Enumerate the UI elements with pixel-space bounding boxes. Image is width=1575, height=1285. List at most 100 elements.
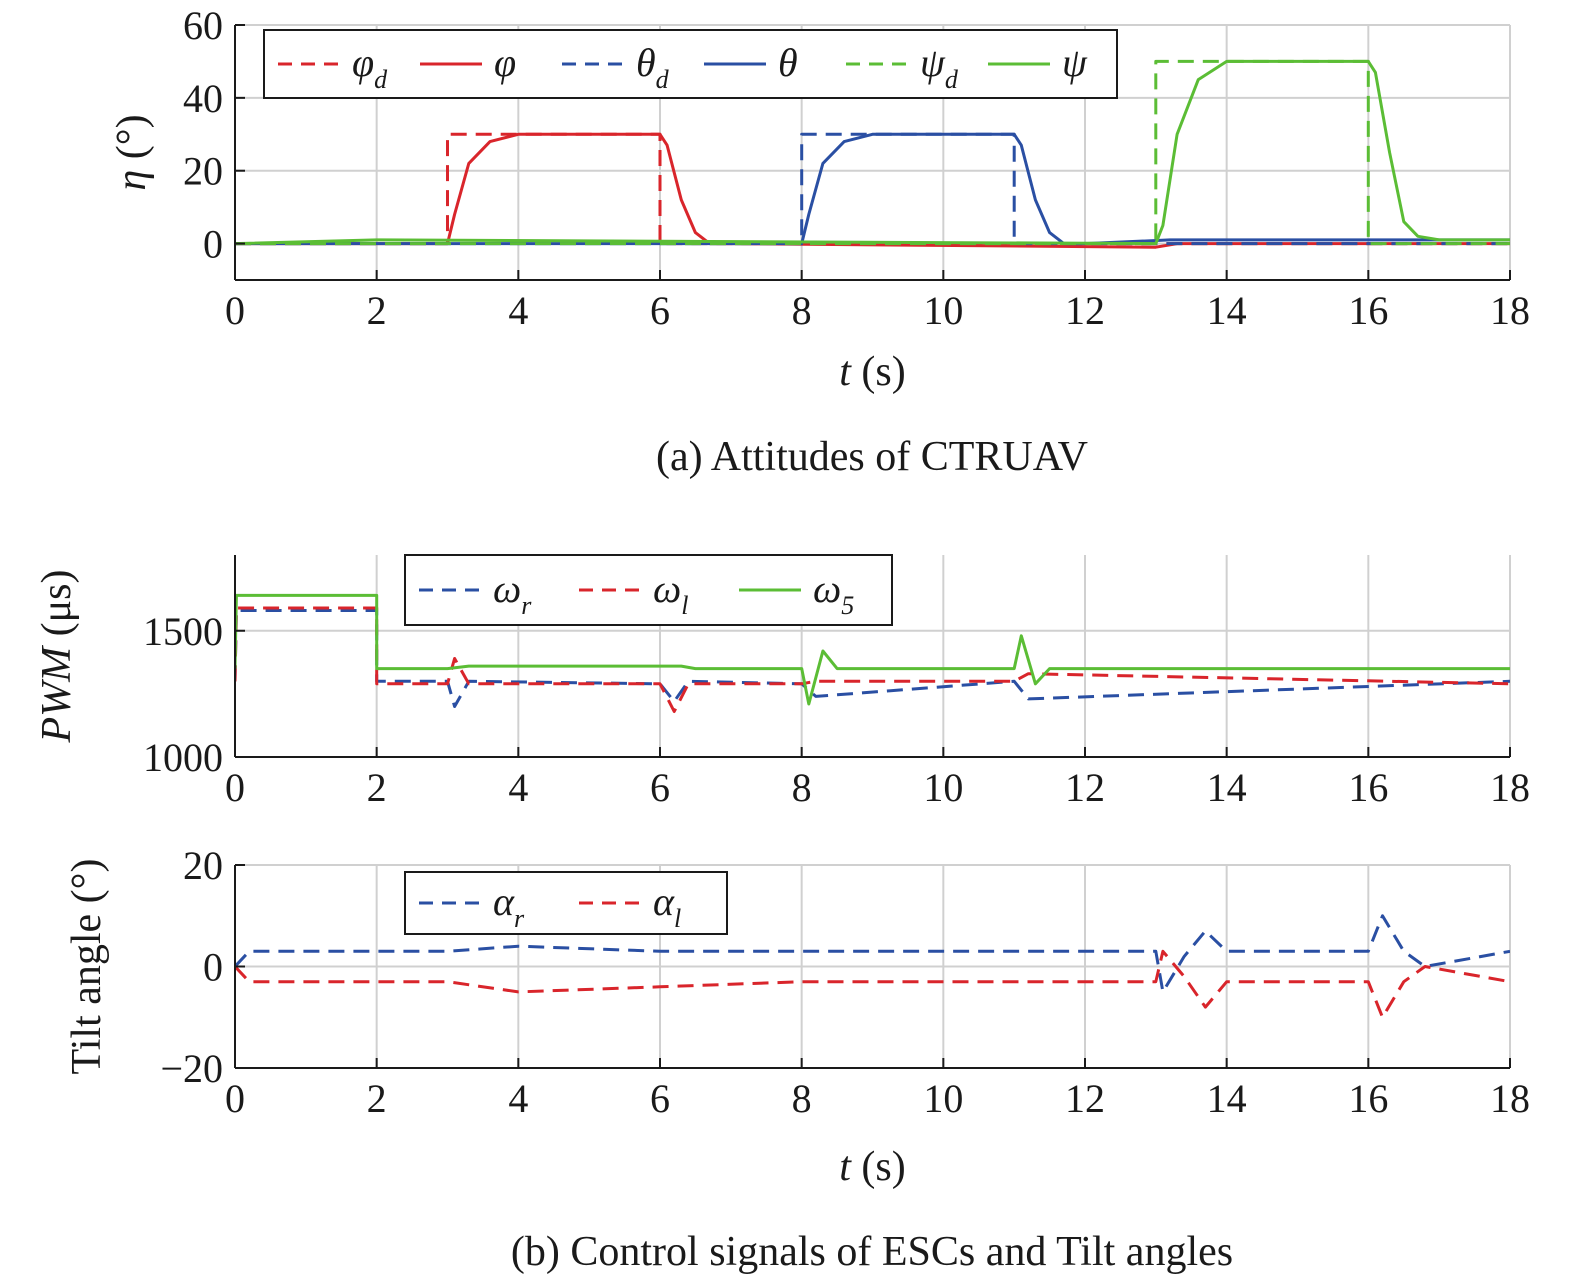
- attitudes-x-tick-label: 10: [923, 288, 963, 333]
- pwm-x-tick-label: 8: [792, 765, 812, 810]
- pwm-legend-label-1: ωl: [653, 566, 688, 620]
- tilt-y-tick-label: 20: [183, 843, 223, 888]
- tilt-x-tick-label: 6: [650, 1076, 670, 1121]
- tilt-y-axis-label-unit: Tilt angle (°): [64, 859, 110, 1075]
- tilt-x-tick-label: 4: [508, 1076, 528, 1121]
- tilt-x-axis-label-unit: (s): [851, 1144, 906, 1190]
- pwm-y-axis-label: PWM (μs): [34, 570, 80, 744]
- attitudes-y-tick-label: 60: [183, 3, 223, 48]
- attitudes-series-1-line: [235, 132, 1510, 249]
- pwm-y-tick-label: 1000: [143, 735, 223, 780]
- tilt-x-axis-label: t (s): [839, 1144, 906, 1190]
- pwm-x-tick-label: 6: [650, 765, 670, 810]
- attitudes-x-tick-label: 12: [1065, 288, 1105, 333]
- pwm-legend-label-0-base: ω: [493, 566, 521, 611]
- attitudes-legend-label-0-base: φ: [352, 40, 374, 85]
- attitudes-legend-label-0: φd: [352, 40, 388, 94]
- tilt-legend-label-1-base: α: [653, 879, 675, 924]
- pwm-x-tick-label: 10: [923, 765, 963, 810]
- attitudes-legend-label-5-base: ψ: [1062, 40, 1088, 85]
- tilt-y-tick-label: 0: [203, 945, 223, 990]
- attitudes-legend-label-3: θ: [778, 40, 798, 85]
- tilt-x-axis-label-var: t: [839, 1144, 852, 1190]
- tilt-legend-box: [404, 871, 728, 935]
- pwm-y-axis-label-unit: (μs): [34, 570, 80, 647]
- tilt-x-tick-label: 18: [1490, 1076, 1530, 1121]
- attitudes-y-axis-label: η (°): [109, 114, 155, 190]
- pwm-legend-label-2: ω5: [813, 566, 854, 620]
- attitudes-legend-label-5: ψ: [1062, 40, 1088, 85]
- tilt-series-1-line: [235, 949, 1510, 1019]
- attitudes-series-2-line: [235, 132, 1510, 246]
- attitudes-x-tick-label: 0: [225, 288, 245, 333]
- attitudes-legend-label-1-base: φ: [494, 40, 516, 85]
- tilt-legend-label-1: αl: [653, 879, 681, 933]
- pwm-series-2-line: [235, 593, 1510, 706]
- pwm-legend-label-2-base: ω: [813, 566, 841, 611]
- attitudes-x-tick-label: 2: [367, 288, 387, 333]
- tilt-x-tick-label: 12: [1065, 1076, 1105, 1121]
- attitudes-y-axis-label-unit: (°): [109, 114, 155, 169]
- pwm-series-group: [235, 593, 1510, 713]
- attitudes-y-tick-label: 0: [203, 222, 223, 267]
- attitudes-legend-label-2-base: θ: [636, 40, 656, 85]
- attitudes-x-tick-label: 6: [650, 288, 670, 333]
- attitudes-series-group: [235, 59, 1510, 249]
- attitudes-series-0-line: [235, 132, 1510, 246]
- attitudes-x-tick-label: 16: [1348, 288, 1388, 333]
- tilt-legend-label-0: αr: [493, 879, 525, 933]
- attitudes-legend-label-4: ψd: [920, 40, 959, 94]
- attitudes-series-5-line: [235, 59, 1510, 246]
- attitudes-x-axis-label-var: t: [839, 349, 852, 395]
- pwm-x-tick-label: 4: [508, 765, 528, 810]
- attitudes-legend-label-3-base: θ: [778, 40, 798, 85]
- attitudes-legend-box: [263, 29, 1118, 99]
- pwm-legend-label-1-base: ω: [653, 566, 681, 611]
- pwm-x-tick-label: 12: [1065, 765, 1105, 810]
- pwm-x-tick-label: 2: [367, 765, 387, 810]
- attitudes-y-axis-label-var: η: [109, 170, 155, 191]
- attitudes-x-axis-label-unit: (s): [851, 349, 906, 395]
- attitudes-legend-label-4-base: ψ: [920, 40, 946, 85]
- attitudes-legend-label-2-sub: d: [656, 65, 670, 94]
- attitudes-y-tick-label: 40: [183, 76, 223, 121]
- tilt-x-tick-label: 2: [367, 1076, 387, 1121]
- pwm-legend-label-0-sub: r: [521, 591, 532, 620]
- tilt-x-tick-label: 0: [225, 1076, 245, 1121]
- attitudes-legend-label-0-sub: d: [374, 65, 388, 94]
- tilt-y-axis-label: Tilt angle (°): [64, 859, 110, 1075]
- pwm-legend-label-2-sub: 5: [841, 591, 854, 620]
- attitudes-legend-label-4-sub: d: [945, 65, 959, 94]
- attitudes-x-tick-label: 18: [1490, 288, 1530, 333]
- pwm-x-tick-label: 0: [225, 765, 245, 810]
- pwm-x-tick-label: 18: [1490, 765, 1530, 810]
- pwm-legend-label-1-sub: l: [681, 591, 688, 620]
- attitudes-x-tick-label: 14: [1207, 288, 1247, 333]
- tilt-x-tick-label: 8: [792, 1076, 812, 1121]
- attitudes-legend-label-2: θd: [636, 40, 670, 94]
- attitudes-y-tick-label: 20: [183, 149, 223, 194]
- tilt-legend-label-1-sub: l: [674, 904, 681, 933]
- attitudes-x-tick-label: 8: [792, 288, 812, 333]
- pwm-x-tick-label: 14: [1207, 765, 1247, 810]
- tilt-legend-label-0-base: α: [493, 879, 515, 924]
- caption-b: (b) Control signals of ESCs and Tilt ang…: [511, 1229, 1233, 1275]
- pwm-y-tick-label: 1500: [143, 609, 223, 654]
- tilt-x-tick-label: 16: [1348, 1076, 1388, 1121]
- attitudes-x-tick-label: 4: [508, 288, 528, 333]
- tilt-y-tick-label: −20: [160, 1046, 223, 1091]
- pwm-y-axis-label-var: PWM: [34, 645, 80, 744]
- tilt-x-tick-label: 10: [923, 1076, 963, 1121]
- pwm-x-tick-label: 16: [1348, 765, 1388, 810]
- tilt-series-0-line: [235, 914, 1510, 994]
- attitudes-legend-label-1: φ: [494, 40, 516, 85]
- pwm-legend-box: [404, 554, 893, 626]
- pwm-legend-label-0: ωr: [493, 566, 532, 620]
- attitudes-x-axis-label: t (s): [839, 349, 906, 395]
- attitudes-series-3-line: [235, 132, 1510, 246]
- caption-a: (a) Attitudes of CTRUAV: [656, 434, 1088, 480]
